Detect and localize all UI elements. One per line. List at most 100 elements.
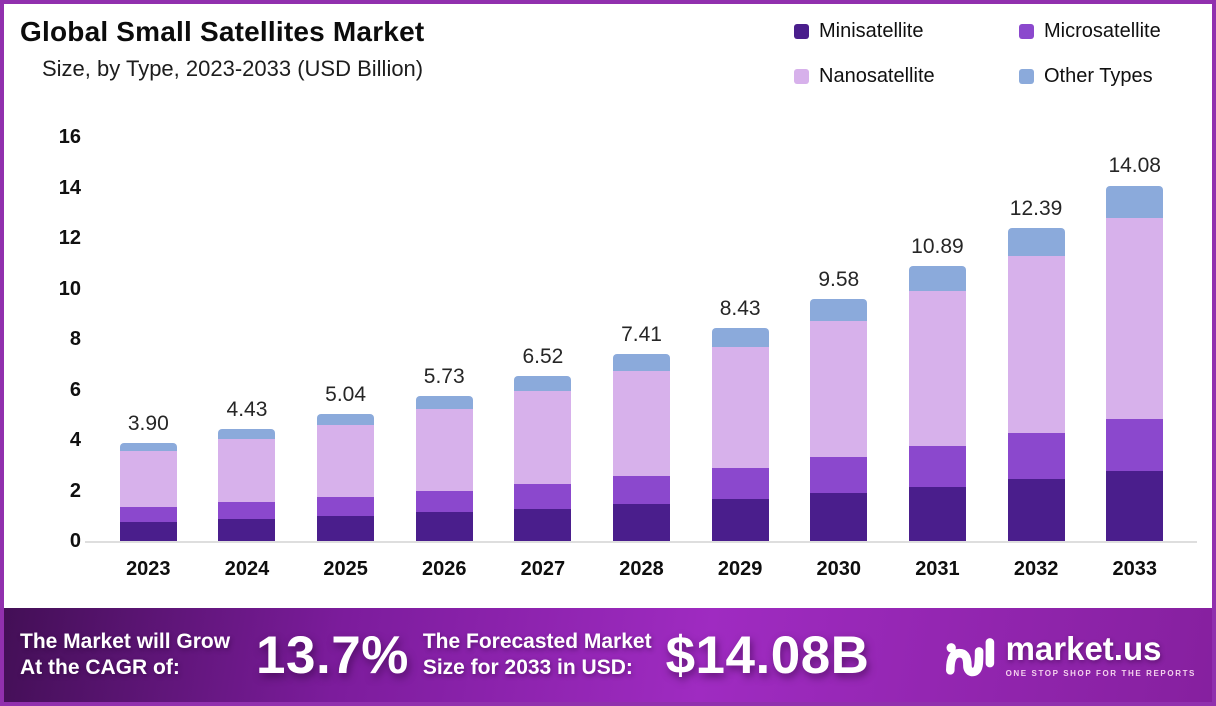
bar-segment-minisatellite — [810, 493, 868, 541]
x-tick-label-2032: 2032 — [1013, 558, 1059, 580]
bar-segment-other-types — [711, 328, 769, 348]
bar-slot-2023: 3.90 — [99, 137, 198, 541]
legend-label: Nanosatellite — [819, 65, 935, 87]
bar-slot-2029: 8.43 — [691, 137, 790, 541]
bar-slot-2028: 7.41 — [592, 137, 691, 541]
bar-slot-2024: 4.43 — [198, 137, 297, 541]
bar-segment-nanosatellite — [1106, 217, 1164, 419]
cagr-caption: The Market will Grow At the CAGR of: — [20, 629, 230, 681]
bar-segment-microsatellite — [218, 502, 276, 520]
bar-segment-nanosatellite — [514, 391, 572, 485]
bar-segment-microsatellite — [317, 497, 375, 517]
forecast-value: $14.08B — [665, 625, 870, 685]
y-tick-label: 10 — [58, 277, 81, 300]
x-axis-line — [85, 541, 1197, 543]
bar-segment-microsatellite — [415, 491, 473, 513]
bar-segment-minisatellite — [1007, 479, 1065, 541]
forecast-caption-line1: The Forecasted Market — [422, 629, 652, 653]
bar-segment-nanosatellite — [119, 451, 177, 507]
bar-segment-minisatellite — [317, 516, 375, 541]
bar-segment-microsatellite — [810, 457, 868, 494]
bar-segment-microsatellite — [711, 467, 769, 500]
y-axis: 0 2 4 6 8 10 12 14 16 — [39, 126, 81, 552]
bar-2031: 10.89 — [908, 235, 966, 541]
legend-item-other-types: Other Types — [1019, 65, 1161, 88]
brand-tagline: ONE STOP SHOP FOR THE REPORTS — [1005, 669, 1196, 678]
bar-segment-other-types — [810, 299, 868, 321]
bar-segment-microsatellite — [119, 506, 177, 522]
bar-segment-minisatellite — [218, 519, 276, 541]
bar-2024: 4.43 — [218, 398, 276, 541]
bar-slot-2025: 5.04 — [296, 137, 395, 541]
bar-segment-minisatellite — [613, 504, 671, 541]
bar-segment-minisatellite — [711, 499, 769, 541]
forecast-caption-line2: Size for 2033 in USD: — [422, 656, 633, 679]
bar-segment-nanosatellite — [317, 425, 375, 498]
bar-segment-other-types — [908, 266, 966, 291]
x-tick-label-2026: 2026 — [421, 558, 467, 580]
plot-area: 3.90 4.43 5.04 5.73 6.52 7.41 8.43 9.58 10.89 12.… — [99, 137, 1184, 541]
legend-swatch — [1019, 24, 1034, 39]
bar-total-label: 7.41 — [621, 322, 662, 346]
stacked-bar-chart: 0 2 4 6 8 10 12 14 16 3.90 4.43 5.04 5.73 6.52 7.41 8.… — [39, 126, 1199, 607]
y-tick-label: 16 — [58, 126, 81, 148]
legend-swatch — [794, 24, 809, 39]
y-tick-label: 4 — [69, 429, 81, 451]
x-tick-label-2027: 2027 — [520, 558, 566, 580]
bar-segment-minisatellite — [514, 508, 572, 541]
bar-segment-minisatellite — [119, 521, 177, 541]
bar-slot-2033: 14.08 — [1085, 137, 1184, 541]
bar-segment-microsatellite — [1007, 433, 1065, 480]
legend-label: Microsatellite — [1044, 20, 1161, 42]
bar-segment-microsatellite — [613, 476, 671, 505]
bar-2025: 5.04 — [317, 383, 375, 541]
bar-2032: 12.39 — [1007, 197, 1065, 541]
bar-slot-2030: 9.58 — [789, 137, 888, 541]
bar-segment-microsatellite — [908, 446, 966, 487]
bar-segment-nanosatellite — [908, 290, 966, 447]
bar-slot-2027: 6.52 — [494, 137, 593, 541]
bar-segment-other-types — [514, 376, 572, 392]
y-tick-label: 2 — [69, 479, 81, 502]
bar-2027: 6.52 — [514, 345, 572, 541]
y-tick-label: 0 — [69, 530, 81, 552]
page-subtitle: Size, by Type, 2023-2033 (USD Billion) — [42, 56, 424, 81]
bar-segment-microsatellite — [1106, 418, 1164, 472]
cagr-value: 13.7% — [256, 625, 409, 685]
bar-segment-nanosatellite — [810, 320, 868, 458]
x-tick-label-2023: 2023 — [126, 558, 171, 580]
bar-segment-minisatellite — [908, 486, 966, 541]
forecast-caption: The Forecasted Market Size for 2033 in U… — [423, 629, 652, 681]
x-tick-label-2030: 2030 — [816, 558, 862, 580]
bar-2028: 7.41 — [613, 323, 671, 541]
bar-total-label: 5.04 — [325, 382, 367, 406]
bar-total-label: 8.43 — [719, 297, 761, 321]
y-tick-label: 14 — [58, 176, 81, 199]
bar-2026: 5.73 — [415, 365, 473, 541]
chart-legend: Minisatellite Microsatellite Nanosatellite… — [794, 20, 1161, 88]
bar-slot-2031: 10.89 — [888, 137, 987, 541]
bar-2023: 3.90 — [119, 412, 177, 541]
bar-segment-other-types — [1106, 185, 1164, 218]
bar-segment-other-types — [415, 396, 473, 410]
y-tick-label: 8 — [69, 328, 81, 350]
x-tick-label-2028: 2028 — [619, 558, 664, 580]
chart-header: Global Small Satellites Market Size, by … — [20, 16, 424, 82]
x-tick-label-2029: 2029 — [717, 558, 763, 580]
bar-segment-nanosatellite — [218, 439, 276, 503]
bar-segment-other-types — [317, 413, 375, 426]
bar-segment-minisatellite — [1106, 471, 1164, 541]
bar-segment-other-types — [1007, 228, 1065, 257]
bar-2033: 14.08 — [1106, 154, 1164, 541]
brand-lockup: market.us ONE STOP SHOP FOR THE REPORTS — [944, 629, 1196, 681]
legend-label: Other Types — [1044, 65, 1153, 87]
x-tick-label-2024: 2024 — [224, 558, 270, 580]
brand-text: market.us ONE STOP SHOP FOR THE REPORTS — [1006, 632, 1196, 678]
market-us-logo-icon — [945, 638, 994, 677]
bar-segment-nanosatellite — [613, 370, 671, 477]
x-tick-label-2033: 2033 — [1112, 558, 1157, 580]
x-tick-label-2031: 2031 — [915, 558, 960, 580]
cagr-caption-line1: The Market will Grow — [20, 629, 231, 653]
legend-label: Minisatellite — [819, 20, 924, 42]
y-tick-label: 6 — [69, 378, 81, 401]
